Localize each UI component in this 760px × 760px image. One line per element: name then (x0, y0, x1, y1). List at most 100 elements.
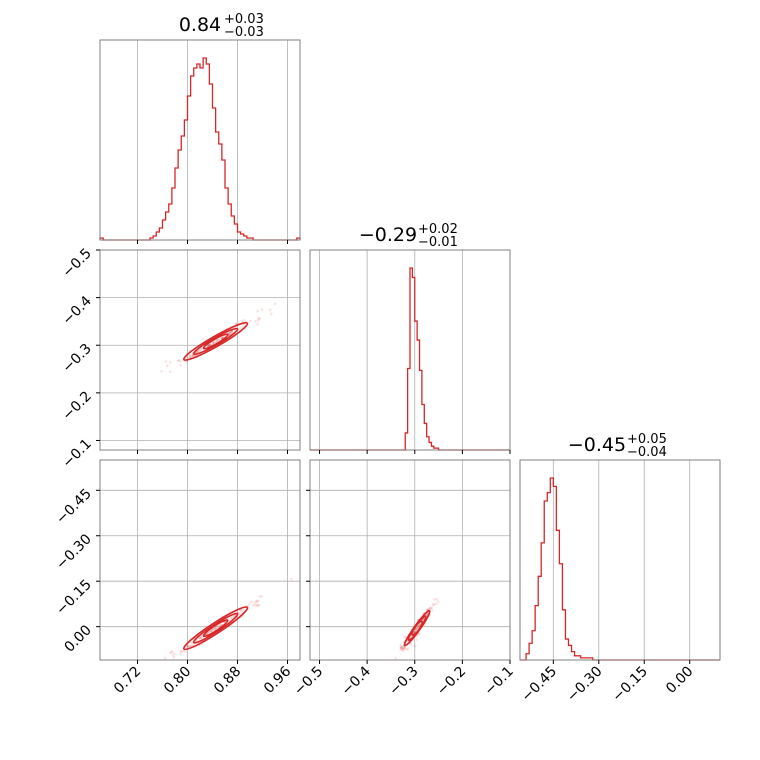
y-tick-label-1-2: −0.3 (59, 341, 94, 376)
title-param-1-plus: +0.02 (418, 222, 458, 237)
scatter-point-0-29 (164, 360, 168, 363)
scatter-point-2-53 (414, 629, 417, 633)
scatter-point-2-171 (409, 642, 413, 646)
x-tick-label-2-0: −0.45 (519, 664, 561, 706)
scatter-point-0-123 (217, 338, 220, 342)
scatter-point-1-15 (250, 600, 253, 603)
title-param-0-plus: +0.03 (224, 12, 264, 27)
scatter-point-1-77 (255, 599, 258, 603)
scatter-point-1-165 (169, 650, 173, 654)
scatter-point-1-148 (172, 656, 176, 659)
histogram-param-0 (99, 57, 301, 241)
contour-1-2 (182, 606, 249, 651)
scatter-point-1-108 (253, 603, 257, 607)
scatter-point-0-106 (260, 308, 264, 311)
scatter-point-1-5 (187, 644, 190, 648)
scatter-point-2-12 (428, 606, 432, 610)
scatter-point-1-131 (260, 595, 264, 598)
scatter-point-1-21 (255, 600, 259, 604)
scatter-point-0-60 (254, 320, 257, 323)
scatter-point-1-81 (242, 609, 246, 612)
scatter-point-2-131 (415, 627, 418, 631)
scatter-point-2-133 (403, 646, 406, 650)
scatter-point-2-19 (399, 644, 402, 647)
x-tick-label-2-2: −0.15 (609, 664, 651, 706)
scatter-point-1-171 (255, 604, 259, 607)
scatter-point-0-154 (191, 354, 195, 358)
scatter-point-0-73 (217, 339, 221, 342)
scatter-point-0-18 (207, 344, 211, 347)
scatter-point-1-54 (184, 650, 187, 653)
scatter-point-0-11 (188, 353, 192, 357)
title-param-2: −0.45 (568, 434, 626, 456)
scatter-point-2-102 (406, 647, 410, 651)
scatter-point-0-30 (234, 322, 238, 325)
scatter-point-2-45 (418, 623, 421, 626)
title-param-2-plus: +0.05 (627, 432, 667, 447)
scatter-point-2-125 (403, 647, 407, 650)
scatter-point-1-110 (240, 610, 244, 613)
x-tick-label-2-3: 0.00 (663, 664, 696, 697)
panel-frame-2-2 (519, 459, 721, 661)
scatter-point-0-74 (189, 355, 192, 359)
scatter-point-1-58 (189, 644, 192, 647)
x-tick-label-0-3: 0.96 (261, 663, 294, 696)
scatter-point-2-8 (429, 607, 432, 610)
scatter-point-1-4 (199, 636, 202, 639)
scatter-point-0-172 (177, 358, 180, 362)
scatter-point-1-24 (256, 604, 260, 607)
scatter-point-2-67 (400, 648, 404, 651)
scatter-point-2-55 (432, 603, 436, 606)
scatter-point-1-145 (290, 577, 293, 581)
scatter-point-1-43 (179, 652, 182, 656)
scatter-point-1-94 (169, 651, 172, 655)
scatter-point-2-149 (436, 600, 440, 603)
panel-frame-0-0 (99, 39, 301, 241)
scatter-point-2-119 (402, 645, 405, 648)
scatter-point-0-117 (199, 347, 202, 351)
panel-frame-2-0 (99, 459, 301, 661)
scatter-point-0-155 (249, 319, 252, 323)
scatter-point-2-36 (428, 607, 431, 611)
contour-2-2 (403, 609, 431, 647)
scatter-point-2-106 (415, 626, 419, 629)
scatter-point-1-116 (213, 626, 217, 630)
scatter-point-0-27 (195, 350, 199, 354)
y-tick-label-1-4: −0.5 (59, 246, 94, 281)
y-tick-label-1-0: −0.1 (59, 436, 94, 471)
scatter-point-0-31 (257, 316, 261, 320)
scatter-point-0-96 (256, 319, 260, 322)
scatter-point-1-78 (210, 629, 213, 632)
title-param-1-minus: −0.01 (418, 235, 458, 250)
scatter-point-0-10 (228, 333, 231, 336)
contour-0-0 (202, 333, 229, 350)
scatter-point-2-84 (434, 602, 438, 605)
scatter-point-2-122 (430, 606, 434, 610)
scatter-point-2-89 (400, 646, 404, 649)
title-param-2-minus: −0.04 (627, 445, 667, 460)
scatter-point-2-3 (401, 649, 405, 653)
title-param-0-minus: −0.03 (224, 25, 264, 40)
scatter-point-0-26 (268, 308, 272, 312)
panel-frame-1-1 (309, 249, 511, 451)
scatter-point-0-17 (191, 354, 195, 358)
scatter-point-1-13 (185, 644, 189, 648)
scatter-point-0-130 (179, 363, 182, 367)
scatter-point-1-122 (210, 629, 213, 632)
scatter-point-2-112 (433, 598, 436, 601)
y-tick-label-2-2: −0.30 (53, 531, 95, 573)
scatter-point-2-129 (415, 628, 418, 631)
x-tick-label-0-2: 0.88 (211, 664, 244, 697)
y-tick-label-2-3: −0.45 (53, 486, 95, 528)
scatter-point-1-57 (233, 614, 236, 617)
y-tick-label-1-3: −0.4 (59, 293, 94, 328)
x-tick-label-1-2: −0.3 (386, 664, 421, 699)
scatter-point-0-95 (220, 337, 223, 340)
scatter-point-2-63 (435, 597, 438, 601)
scatter-point-1-130 (239, 609, 243, 612)
contour-0-1 (192, 327, 239, 356)
scatter-point-0-53 (256, 309, 259, 313)
scatter-point-0-34 (242, 319, 245, 322)
scatter-point-1-95 (200, 635, 204, 638)
